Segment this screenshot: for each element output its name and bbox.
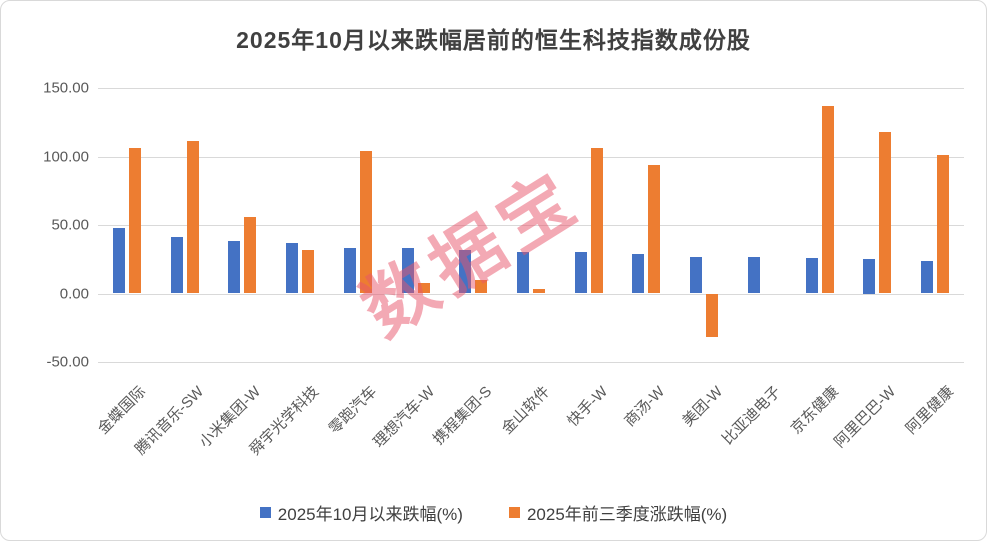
legend: 2025年10月以来跌幅(%) 2025年前三季度涨跌幅(%) [1,497,986,527]
bar [805,257,818,294]
bar [574,252,587,294]
bar [401,248,414,294]
bar [921,260,934,294]
bar [690,256,703,294]
bar [821,105,834,294]
y-axis-tick-label: 100.00 [43,148,89,165]
legend-label: 2025年前三季度涨跌幅(%) [526,504,728,524]
bar [302,249,315,294]
bar [417,282,430,294]
bar [459,249,472,294]
bar [186,141,199,294]
legend-swatch-blue-icon [259,506,271,518]
legend-label: 2025年10月以来跌幅(%) [277,504,463,524]
gridline [98,225,964,226]
gridline [98,362,964,363]
bar [228,241,241,294]
y-axis-tick-label: -50.00 [46,353,89,371]
bar [590,148,603,294]
bar [533,289,545,294]
bar [343,248,356,294]
gridline [98,88,964,89]
y-axis-tick-label: 150.00 [43,79,89,97]
bar [475,279,488,294]
bar [706,293,719,338]
y-axis-tick-label: 50.00 [51,216,89,234]
y-axis-tick-label: 0.00 [59,285,89,302]
bar [517,252,529,294]
bar [648,164,661,294]
bar [128,148,141,294]
bar [747,256,760,294]
bar [632,253,645,294]
bar [359,151,372,294]
legend-item-decline: 2025年10月以来跌幅(%) [259,500,463,525]
bar [170,237,183,294]
legend-item-ytd: 2025年前三季度涨跌幅(%) [508,500,728,525]
gridline [98,156,964,158]
bar [244,216,257,294]
legend-swatch-orange-icon [508,506,520,518]
gridline [98,293,964,295]
bar [863,259,876,294]
bar [112,227,125,294]
bar [286,242,299,294]
bar [937,155,950,294]
bar [879,131,892,294]
chart-title: 2025年10月以来跌幅居前的恒生科技指数成份股 [236,27,751,53]
